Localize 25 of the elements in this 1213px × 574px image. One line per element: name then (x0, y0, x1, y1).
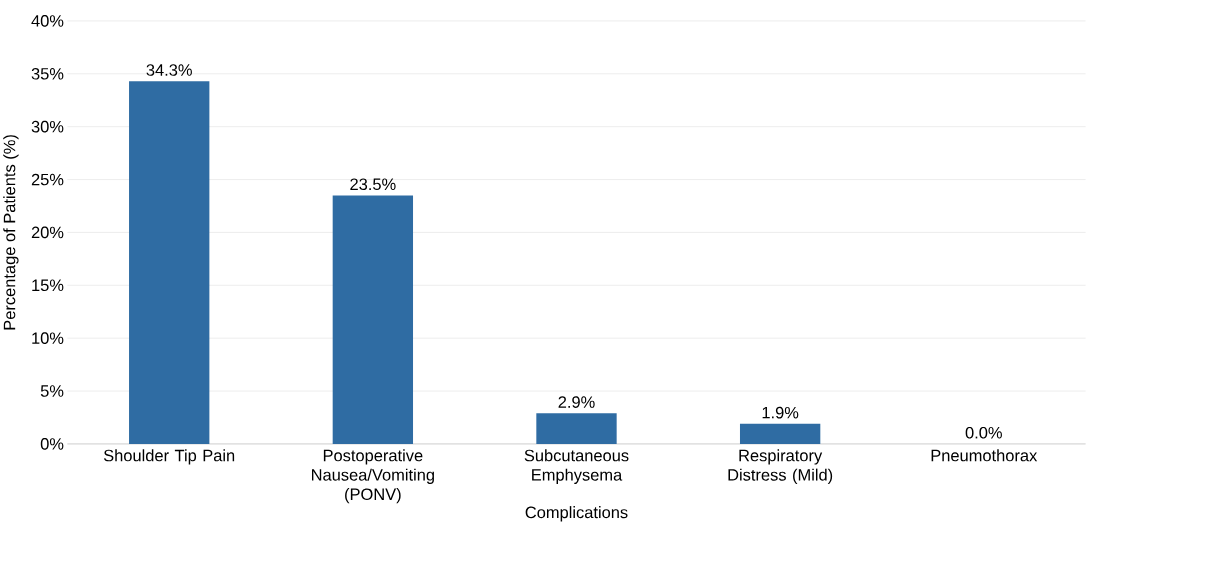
bar (536, 413, 617, 444)
y-tick-label: 5% (40, 385, 64, 397)
x-tick-label: Respiratory Distress (Mild) (728, 449, 833, 484)
y-tick-label: 15% (32, 279, 64, 292)
y-tick-label: 25% (31, 173, 64, 186)
y-tick-label: 30% (31, 120, 64, 133)
bar (739, 423, 821, 444)
x-tick-label: Shoulder Tip Pain (103, 449, 235, 465)
x-tick-label: Postoperative Nausea/Vomiting (PONV) (312, 449, 434, 504)
x-tick-label: Pneumothorax (931, 449, 1038, 462)
y-axis-title: Percentage of Patients (%) (3, 135, 19, 330)
y-tick-label: 20% (31, 226, 64, 239)
y-tick-label: 0% (40, 438, 64, 450)
y-tick-label: 35% (31, 67, 64, 80)
bar (129, 81, 210, 444)
y-tick-label: 10% (32, 332, 64, 344)
x-tick-label: Subcutaneous Emphysema (524, 449, 629, 484)
y-tick-label: 40% (31, 15, 64, 27)
data-label: 1.9% (762, 406, 799, 419)
data-label: 2.9% (558, 396, 595, 408)
data-label: 0.0% (965, 426, 1002, 439)
data-label: 23.5% (350, 178, 396, 191)
bar (332, 195, 414, 444)
data-label: 34.3% (146, 64, 192, 76)
x-axis-title: Complications (525, 506, 628, 522)
